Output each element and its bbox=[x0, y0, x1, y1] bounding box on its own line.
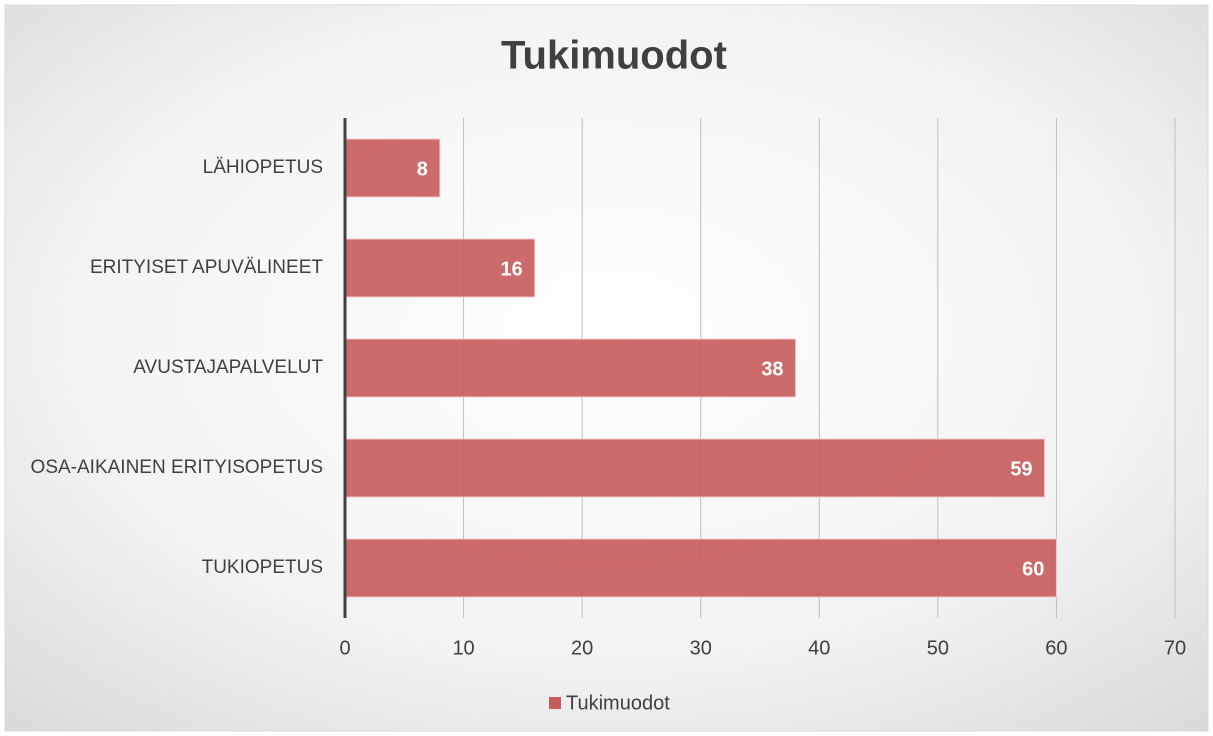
chart-title: Tukimuodot bbox=[501, 34, 727, 78]
y-tick-label: TUKIOPETUS bbox=[202, 557, 323, 578]
data-label: 38 bbox=[761, 358, 783, 380]
legend-swatch bbox=[549, 697, 561, 709]
x-tick-label: 60 bbox=[1045, 637, 1067, 659]
legend-label: Tukimuodot bbox=[566, 692, 670, 714]
bar bbox=[344, 338, 797, 398]
x-tick-label: 0 bbox=[339, 637, 350, 659]
x-tick-label: 50 bbox=[927, 637, 949, 659]
y-tick-label: AVUSTAJAPALVELUT bbox=[133, 357, 323, 378]
y-tick-label: OSA-AIKAINEN ERITYISOPETUS bbox=[31, 457, 323, 478]
x-tick-label: 30 bbox=[690, 637, 712, 659]
x-tick-label: 10 bbox=[452, 637, 474, 659]
x-tick-label: 70 bbox=[1164, 637, 1186, 659]
bar bbox=[344, 238, 536, 298]
y-tick-label: LÄHIOPETUS bbox=[203, 157, 323, 178]
data-label: 16 bbox=[500, 258, 522, 280]
bar bbox=[344, 138, 441, 198]
data-label: 60 bbox=[1022, 558, 1044, 580]
bar bbox=[344, 438, 1046, 498]
x-tick-label: 20 bbox=[571, 637, 593, 659]
data-label: 8 bbox=[417, 158, 428, 180]
x-tick-label: 40 bbox=[808, 637, 830, 659]
y-tick-label: ERITYISET APUVÄLINEET bbox=[90, 257, 323, 278]
bar bbox=[344, 538, 1057, 598]
data-label: 59 bbox=[1010, 458, 1032, 480]
